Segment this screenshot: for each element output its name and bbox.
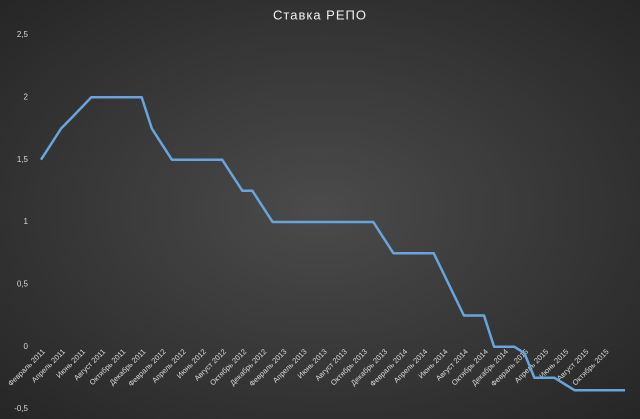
y-tick-label: 2	[24, 92, 29, 101]
y-tick-label: 0	[24, 342, 29, 351]
y-tick-label: 1	[24, 217, 29, 226]
y-tick-label: 2,5	[17, 30, 29, 39]
y-tick-label: -0,5	[14, 404, 28, 413]
chart-title: Ставка РЕПО	[273, 7, 367, 22]
y-tick-label: 1,5	[17, 155, 29, 164]
y-tick-label: 0,5	[17, 279, 29, 288]
data-line	[39, 96, 625, 392]
